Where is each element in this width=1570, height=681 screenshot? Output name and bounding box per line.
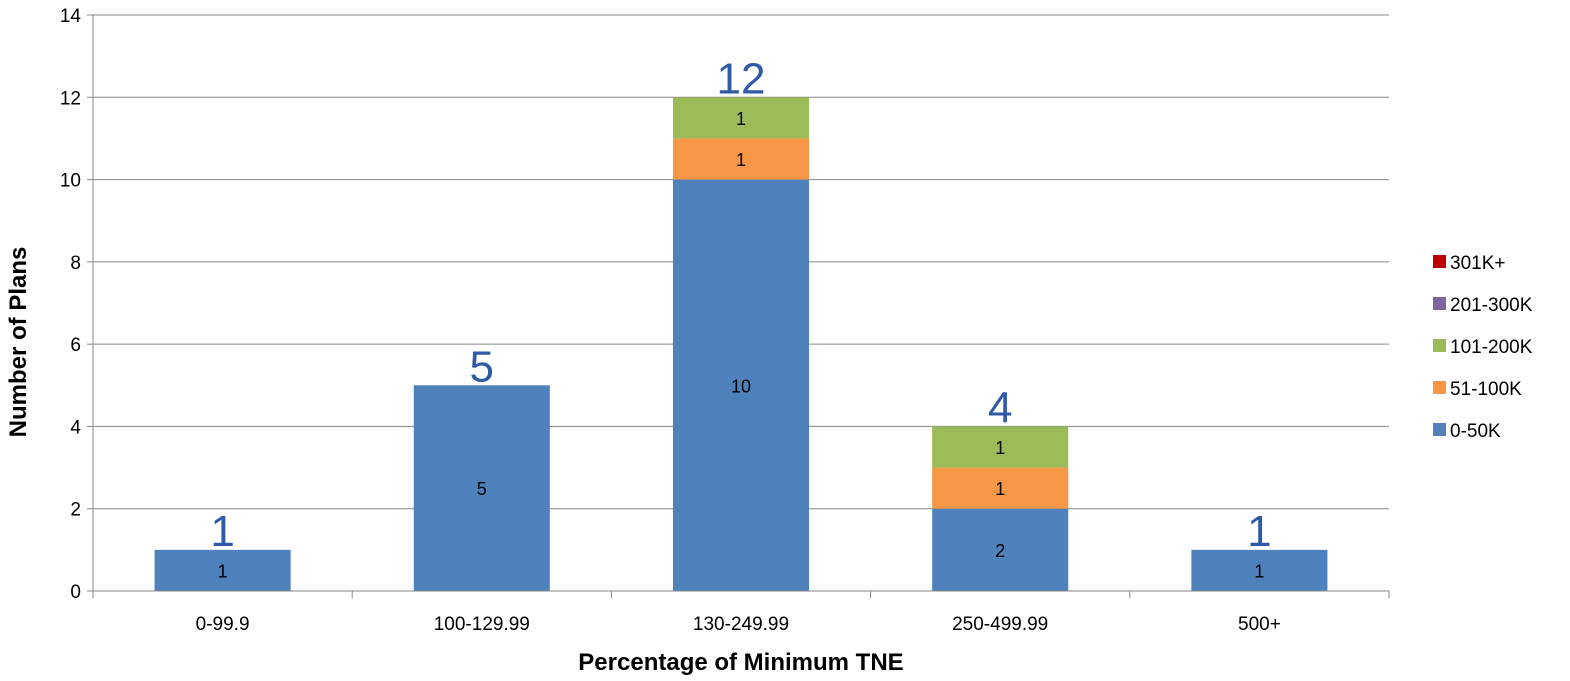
legend-item: 101-200K [1433, 337, 1533, 358]
y-tick-label: 4 [70, 417, 81, 438]
legend-item: 201-300K [1433, 295, 1533, 316]
axes [92, 15, 1389, 592]
segment-labels: 1 5 10 1 1 2 1 1 1 [218, 109, 1265, 582]
y-axis-ticks: 0 2 4 6 8 10 12 14 [60, 6, 93, 603]
bar-total-label: 1 [1247, 507, 1271, 556]
bar-segment [932, 467, 1069, 509]
y-tick-label: 0 [70, 582, 81, 603]
segment-label: 1 [995, 479, 1005, 499]
segment-label: 1 [1254, 561, 1264, 581]
x-tick-label: 500+ [1238, 614, 1281, 635]
legend-swatch [1433, 339, 1446, 352]
total-labels: 1 5 12 4 1 [210, 54, 1271, 556]
segment-label: 1 [218, 561, 228, 581]
bar-segment [672, 138, 810, 180]
y-tick-label: 12 [60, 88, 81, 109]
legend-label: 301K+ [1450, 253, 1505, 274]
segment-label: 1 [736, 150, 746, 170]
bar-segment [672, 179, 810, 592]
bar-segment [413, 385, 550, 591]
segment-label: 2 [995, 541, 1005, 561]
legend-label: 201-300K [1450, 295, 1533, 316]
legend-label: 101-200K [1450, 337, 1533, 358]
bar-segment [154, 549, 291, 591]
segment-label: 5 [477, 479, 487, 499]
bars [154, 97, 1328, 592]
x-tick-label: 250-499.99 [952, 614, 1048, 635]
bar-total-label: 12 [717, 54, 766, 103]
y-tick-label: 2 [70, 500, 81, 521]
legend-item: 301K+ [1433, 253, 1505, 274]
x-tick-label: 100-129.99 [434, 614, 530, 635]
segment-label: 10 [731, 376, 751, 396]
bar-segment [1191, 549, 1328, 591]
x-axis-title: Percentage of Minimum TNE [578, 649, 903, 676]
y-tick-label: 14 [60, 6, 82, 27]
x-axis-ticks: 0-99.9 100-129.99 130-249.99 250-499.99 500+ [92, 591, 1390, 635]
legend-label: 0-50K [1450, 421, 1501, 442]
x-tick-label: 130-249.99 [693, 614, 789, 635]
legend-swatch [1433, 255, 1446, 268]
y-tick-label: 8 [70, 253, 81, 274]
legend: 301K+ 201-300K 101-200K 51-100K 0-50K [1433, 253, 1533, 442]
y-tick-label: 10 [60, 171, 81, 192]
y-axis-title: Number of Plans [5, 247, 32, 438]
segment-label: 1 [736, 109, 746, 129]
legend-label: 51-100K [1450, 379, 1522, 400]
bar-segment [932, 508, 1069, 591]
bar-total-label: 4 [988, 383, 1012, 432]
segment-label: 1 [995, 438, 1005, 458]
bar-segment [932, 426, 1069, 468]
bar-segment [672, 97, 810, 139]
bar-total-label: 5 [470, 342, 494, 391]
legend-swatch [1433, 381, 1446, 394]
legend-swatch [1433, 297, 1446, 310]
y-tick-label: 6 [70, 335, 81, 356]
legend-item: 0-50K [1433, 421, 1501, 442]
legend-swatch [1433, 423, 1446, 436]
x-tick-label: 0-99.9 [196, 614, 250, 635]
bar-total-label: 1 [210, 507, 234, 556]
legend-item: 51-100K [1433, 379, 1522, 400]
